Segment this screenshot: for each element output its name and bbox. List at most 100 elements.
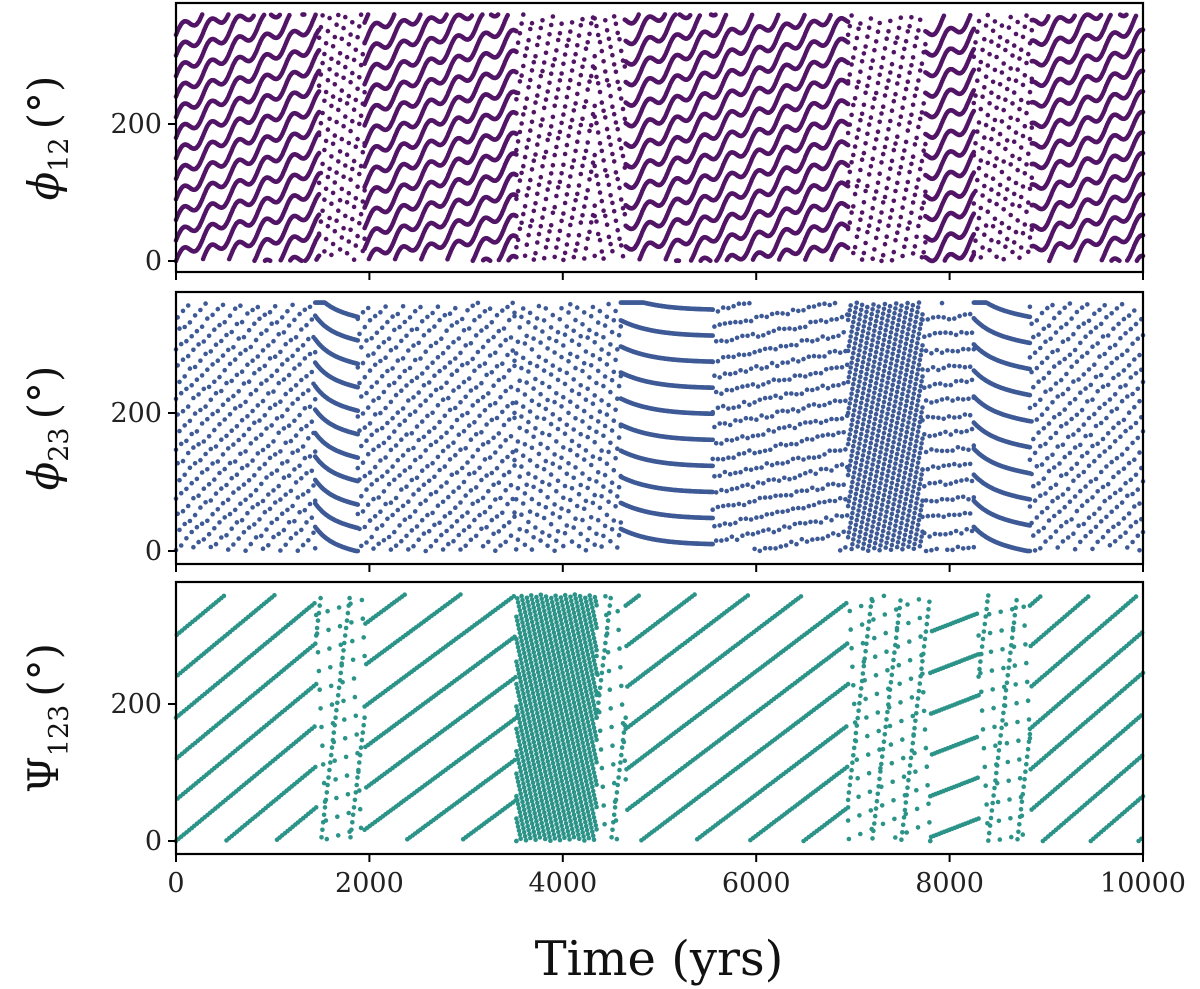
scatter-point [552,254,557,260]
scatter-point [545,237,550,243]
scatter-point [618,96,624,101]
scatter-point [571,158,577,163]
scatter-point [320,13,325,18]
scatter-point [355,86,360,92]
scatter-point [514,49,519,55]
scatter-point [346,190,352,196]
scatter-point [571,254,577,260]
scatter-point [564,242,570,247]
scatter-point [358,211,364,217]
scatter-point [514,172,519,178]
scatter-point [318,219,324,224]
scatter-point [557,129,563,135]
scatter-point [538,73,544,79]
scatter-point [552,57,557,62]
scatter-point [535,42,540,48]
scatter-point [597,190,603,195]
scatter-point [487,258,493,264]
scatter-point [344,200,350,205]
scatter-point [568,29,573,34]
scatter-point [533,152,538,157]
scatter-point [529,68,535,73]
scatter-point [611,111,617,117]
scatter-point [322,249,327,254]
phi12-scatter-points [173,12,1146,264]
scatter-point [343,14,348,20]
scatter-point [325,174,331,180]
scatter-point [562,151,568,157]
scatter-point [351,257,357,263]
scatter-point [341,225,346,231]
scatter-point [526,85,531,90]
scatter-point [336,107,341,113]
scatter-point [606,182,612,188]
scatter-point [615,227,620,233]
scatter-point [555,185,561,190]
scatter-point [353,243,359,248]
scatter-point [538,223,544,229]
scatter-point [578,171,584,177]
scatter-point [559,171,564,176]
scatter-point [536,134,542,139]
scatter-point [571,108,577,113]
scatter-point [337,197,343,203]
scatter-point [548,124,554,129]
scatter-point [578,122,584,128]
scatter-point [618,197,624,202]
scatter-point [514,111,519,116]
scatter-point [353,196,359,201]
scatter-point [519,121,524,126]
scatter-point [330,94,336,99]
scatter-point [585,140,590,145]
scatter-point [582,57,587,62]
scatter-point [541,155,547,160]
scatter-point [541,60,547,65]
scatter-point [251,13,256,19]
scatter-point [287,12,292,18]
scatter-point [564,94,570,100]
scatter-point [514,147,519,153]
scatter-point [595,181,601,187]
scatter-point [610,200,615,206]
scatter-point [611,62,617,67]
scatter-point [592,65,597,71]
scatter-point [622,211,628,217]
scatter-point [618,48,624,54]
scatter-point [531,109,537,115]
scatter-point [343,213,348,219]
scatter-point [330,190,336,196]
scatter-point [592,253,597,259]
scatter-point [519,170,524,176]
scatter-point [592,203,597,208]
scatter-point [608,44,613,50]
scatter-point [353,144,359,149]
scatter-point [604,173,610,179]
scatter-point [615,176,620,182]
scatter-point [320,60,325,66]
scatter-point [601,208,606,213]
scatter-point [603,69,608,74]
scatter-point [362,89,367,95]
scatter-point [562,250,568,256]
scatter-point [559,218,564,224]
scatter-point [514,97,519,102]
scatter-point [564,192,570,197]
scatter-point [587,31,592,37]
scatter-point [332,228,338,234]
scatter-point [536,231,542,237]
scatter-point [339,88,345,93]
scatter-point [521,12,526,17]
scatter-point [341,75,346,81]
scatter-point [365,12,371,17]
scatter-point [330,44,336,49]
scatter-point [302,12,307,17]
scatter-point [529,119,535,125]
scatter-point [571,59,577,64]
scatter-point [322,98,327,104]
scatter-point [613,170,619,175]
scatter-point [613,21,619,27]
scatter-point [569,68,575,73]
scatter-point [327,116,332,122]
scatter-point [327,15,332,21]
scatter-point [334,170,339,175]
